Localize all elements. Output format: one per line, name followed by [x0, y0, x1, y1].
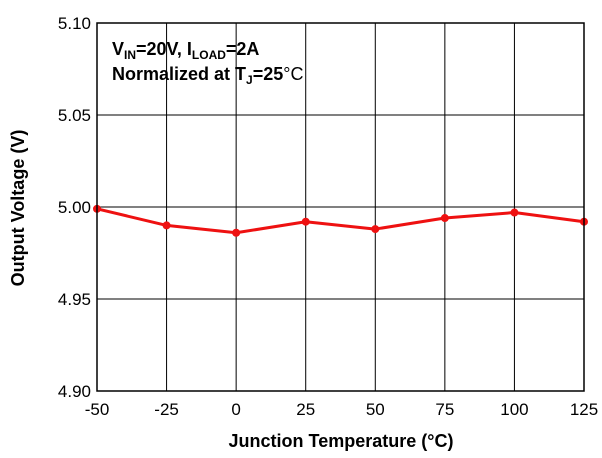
- data-point: [440, 214, 449, 223]
- y-tick-label: 5.05: [58, 106, 91, 125]
- x-tick-label: 25: [296, 400, 315, 419]
- y-tick-label: 4.95: [58, 290, 91, 309]
- data-point: [301, 217, 310, 226]
- condition-annotation: VIN=20V, ILOAD=2A: [112, 39, 259, 62]
- x-axis-title: Junction Temperature (°C): [229, 431, 454, 451]
- x-tick-label: 125: [570, 400, 598, 419]
- y-tick-label: 4.90: [58, 382, 91, 401]
- data-point: [162, 221, 171, 230]
- x-tick-label: 0: [231, 400, 240, 419]
- y-tick-label: 5.00: [58, 198, 91, 217]
- x-tick-label: -25: [154, 400, 179, 419]
- x-tick-label: 75: [435, 400, 454, 419]
- plot-frame: [96, 22, 585, 392]
- anno-v: V: [112, 39, 124, 59]
- anno-v-sub: IN: [124, 48, 136, 62]
- anno-i-sub: LOAD: [192, 48, 226, 62]
- data-point: [371, 225, 380, 234]
- series-layer: [93, 204, 588, 237]
- x-tick-label: 100: [500, 400, 528, 419]
- anno-t-sub: J: [246, 73, 253, 87]
- x-tick-label: -50: [85, 400, 110, 419]
- anno-eq1: =20V, I: [136, 39, 192, 59]
- normalization-annotation: Normalized at TJ=25°C: [112, 64, 303, 87]
- data-point: [510, 208, 519, 217]
- series-line: [96, 207, 585, 235]
- anno-norm-mid: =25: [253, 64, 284, 84]
- x-tick-label: 50: [366, 400, 385, 419]
- x-tick-labels: -50 -25 0 25 50 75 100 125: [85, 400, 598, 419]
- y-tick-label: 5.10: [58, 14, 91, 33]
- anno-eq2: =2A: [226, 39, 260, 59]
- y-axis-title: Output Voltage (V): [8, 130, 28, 287]
- anno-norm-unit: °C: [283, 64, 303, 84]
- y-tick-labels: 4.90 4.95 5.00 5.05 5.10: [58, 14, 91, 401]
- anno-norm-prefix: Normalized at T: [112, 64, 246, 84]
- data-point: [232, 228, 241, 237]
